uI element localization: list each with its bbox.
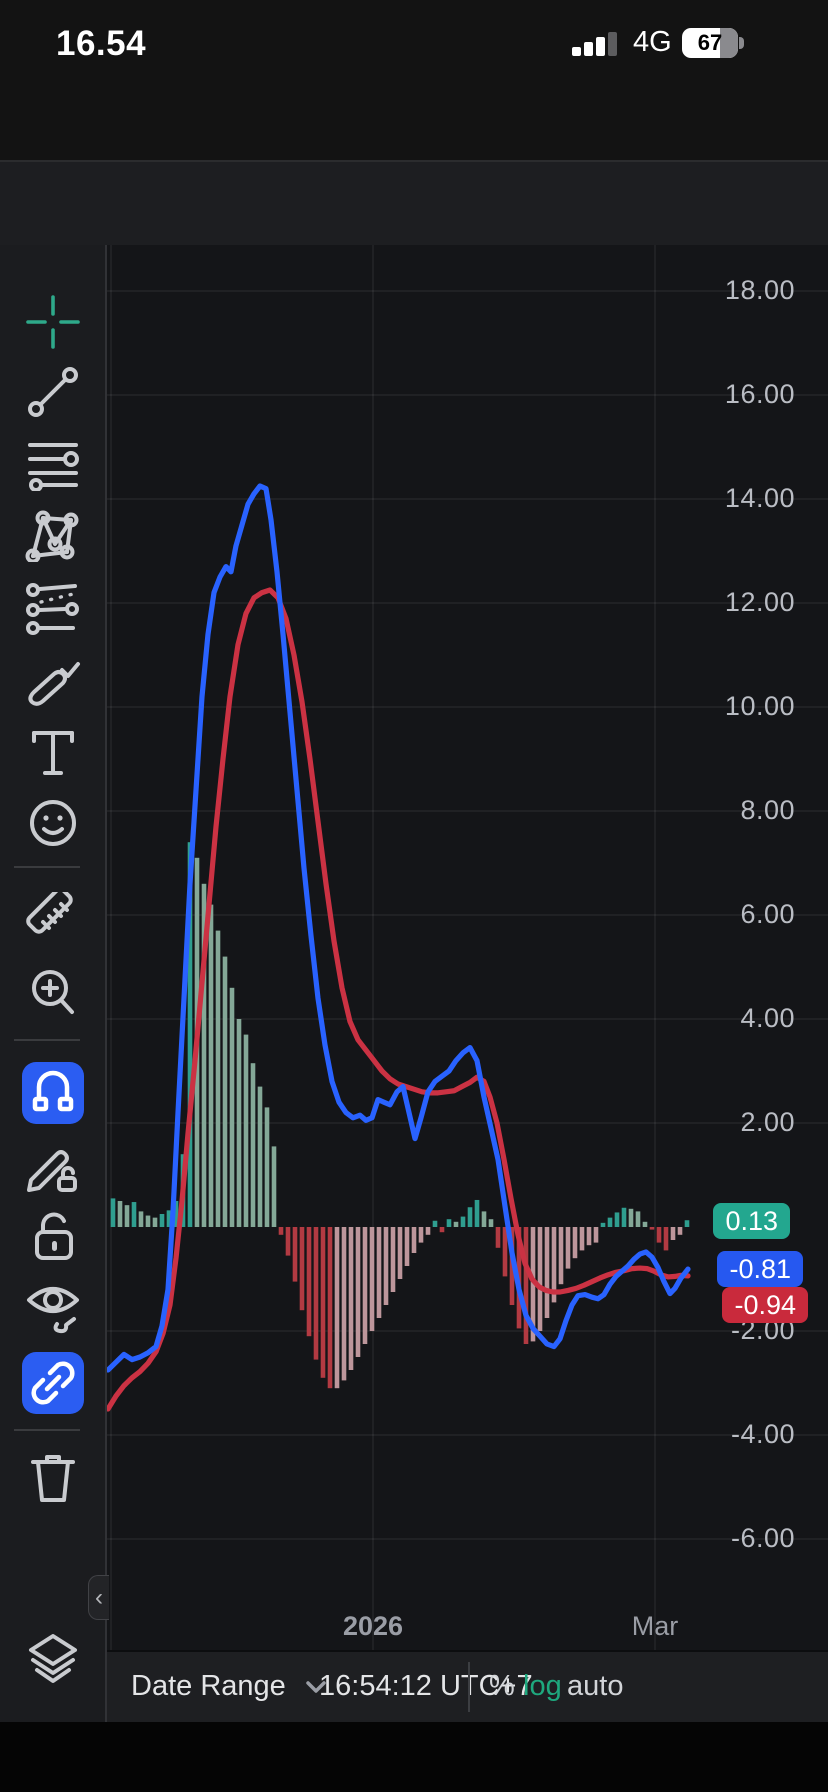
ruler-tool[interactable]	[22, 889, 84, 951]
drawing-sidebar	[0, 245, 107, 1722]
log-scale-button[interactable]: log	[523, 1670, 562, 1702]
bottom-bar-divider	[468, 1662, 470, 1712]
sidebar-divider	[14, 1039, 80, 1041]
date-range-button[interactable]: Date Range	[131, 1670, 328, 1703]
trend-line-tool[interactable]	[22, 361, 84, 423]
y-axis-label: 18.00	[724, 275, 795, 305]
text-tool[interactable]	[22, 722, 84, 784]
projection-tool[interactable]	[22, 577, 84, 639]
chart-pane[interactable]: 18.00 16.00 14.00 12.00 10.00 8.00 6.00 4.00 2.0…	[107, 245, 828, 1650]
clock-time: 16.54	[56, 24, 147, 63]
horizontal-lines-tool[interactable]	[22, 433, 84, 495]
emoji-tool[interactable]	[22, 792, 84, 854]
y-axis-label: 16.00	[724, 379, 795, 409]
auto-scale-button[interactable]: auto	[567, 1670, 624, 1702]
y-axis-label: 2.00	[740, 1107, 795, 1137]
battery-icon: 67	[682, 28, 744, 58]
zoom-in-tool[interactable]	[22, 962, 84, 1024]
drawing-lock-tool[interactable]	[22, 1137, 84, 1199]
magnet-tool[interactable]	[22, 1062, 84, 1124]
x-axis-label: 2026	[342, 1611, 404, 1641]
network-type: 4G	[633, 26, 672, 58]
battery-percent: 67	[697, 30, 723, 55]
y-axis-label: -4.00	[730, 1419, 795, 1449]
y-axis-label: -6.00	[730, 1523, 795, 1553]
y-axis-label: 12.00	[724, 587, 795, 617]
object-tree-tool[interactable]	[22, 1629, 84, 1691]
home-indicator-area	[0, 1722, 828, 1792]
lock-all-tool[interactable]	[22, 1205, 84, 1267]
hide-drawings-tool[interactable]	[22, 1277, 84, 1339]
crosshair-tool[interactable]	[22, 291, 84, 353]
remove-drawings-tool[interactable]	[22, 1447, 84, 1509]
chevron-down-icon	[306, 1681, 326, 1693]
y-axis-label: 6.00	[740, 899, 795, 929]
macd-plot[interactable]	[107, 245, 828, 1650]
x-axis-label: Mar	[631, 1611, 679, 1641]
sidebar-divider	[14, 1429, 80, 1431]
signal-strength-icon	[572, 32, 617, 56]
session-clock[interactable]: 16:54:12 UTC+7	[319, 1670, 533, 1702]
brush-tool[interactable]	[22, 653, 84, 715]
xabcd-pattern-tool[interactable]	[22, 504, 84, 566]
app-header: Stockbit	[0, 88, 828, 234]
sync-drawings-tool[interactable]	[22, 1352, 84, 1414]
blue-value-badge: -0.81	[717, 1251, 803, 1287]
teal-value-badge: 0.13	[713, 1203, 790, 1239]
red-value-badge: -0.94	[722, 1287, 808, 1323]
y-axis-label: 14.00	[724, 483, 795, 513]
sidebar-collapse-handle[interactable]: ‹	[88, 1575, 109, 1620]
percent-scale-button[interactable]: %	[489, 1670, 515, 1702]
y-axis-label: 4.00	[740, 1003, 795, 1033]
chart-toolbar: BMHS D	[0, 160, 828, 245]
y-axis-label: 8.00	[740, 795, 795, 825]
status-bar: 16.54 4G 67	[0, 0, 828, 88]
sidebar-divider	[14, 866, 80, 868]
y-axis-label: 10.00	[724, 691, 795, 721]
chart-bottom-bar: Date Range 16:54:12 UTC+7 % log auto	[107, 1650, 828, 1722]
